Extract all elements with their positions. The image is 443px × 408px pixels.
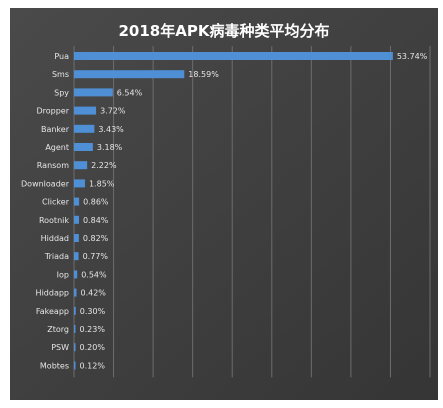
category-labels: Pua Sms Spy Dropper Banker Agent Ransom Downloa… [21,52,70,370]
bar-pua [74,52,393,60]
value-label-spy: 6.54% [117,88,143,97]
bar-psw [74,343,76,352]
bars [74,52,393,370]
category-label-clicker: Clicker [42,198,70,207]
category-label-hiddad: Hiddad [41,234,69,243]
category-label-triada: Triada [44,252,69,261]
bar-fakeapp [74,306,76,315]
category-label-ztorg: Ztorg [47,325,69,334]
bar-ransom [74,161,88,170]
category-label-banker: Banker [41,125,70,134]
category-label-mobtes: Mobtes [40,361,69,370]
value-label-iop: 0.54% [81,270,107,279]
gridlines [73,46,431,378]
bar-chart: 2018年APK病毒种类平均分布 Pua Sms Spy Dropper Banker A… [10,8,438,400]
value-label-ransom: 2.22% [91,161,117,170]
value-label-clicker: 0.86% [83,198,109,207]
category-label-spy: Spy [54,88,69,97]
bar-hiddad [74,234,79,242]
bar-hiddapp [74,288,77,297]
category-label-downloader: Downloader [21,179,70,188]
bar-downloader [74,179,85,188]
bar-sms [74,70,185,79]
category-label-hiddapp: Hiddapp [36,289,69,298]
bar-triada [74,252,79,261]
value-label-triada: 0.77% [83,252,109,261]
category-label-agent: Agent [45,143,69,152]
value-label-hiddad: 0.82% [83,234,109,243]
value-label-rootnik: 0.84% [83,216,109,225]
category-label-pua: Pua [54,52,69,61]
bar-mobtes [74,361,76,370]
value-label-fakeapp: 0.30% [80,307,106,316]
value-label-agent: 3.18% [97,143,123,152]
bar-clicker [74,197,80,206]
bar-agent [74,143,93,151]
value-label-pua: 53.74% [397,52,428,61]
category-label-iop: Iop [57,270,69,279]
value-label-ztorg: 0.23% [80,325,106,334]
value-label-psw: 0.20% [80,343,106,352]
value-label-banker: 3.43% [98,125,124,134]
category-label-ransom: Ransom [37,161,69,170]
category-label-fakeapp: Fakeapp [36,307,69,316]
category-label-sms: Sms [52,70,69,79]
value-label-mobtes: 0.12% [80,361,106,370]
category-label-dropper: Dropper [36,107,69,116]
category-label-rootnik: Rootnik [39,216,69,225]
bar-iop [74,270,78,279]
category-label-psw: PSW [51,343,69,352]
value-label-sms: 18.59% [188,70,219,79]
bar-banker [74,124,95,133]
value-label-dropper: 3.72% [100,107,126,116]
value-label-downloader: 1.85% [89,179,115,188]
value-labels: 53.74% 18.59% 6.54% 3.72% 3.43% 3.18% 2.22% 1.8… [80,52,428,370]
chart-container: 2018年APK病毒种类平均分布 Pua Sms Spy Dropper Banker A… [10,8,438,400]
value-label-hiddapp: 0.42% [80,289,106,298]
chart-title: 2018年APK病毒种类平均分布 [119,22,330,40]
bar-ztorg [74,325,76,333]
bar-dropper [74,106,97,115]
bar-rootnik [74,215,79,224]
bar-spy [74,88,113,97]
